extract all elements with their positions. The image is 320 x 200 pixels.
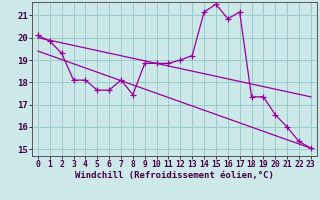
X-axis label: Windchill (Refroidissement éolien,°C): Windchill (Refroidissement éolien,°C) [75, 171, 274, 180]
